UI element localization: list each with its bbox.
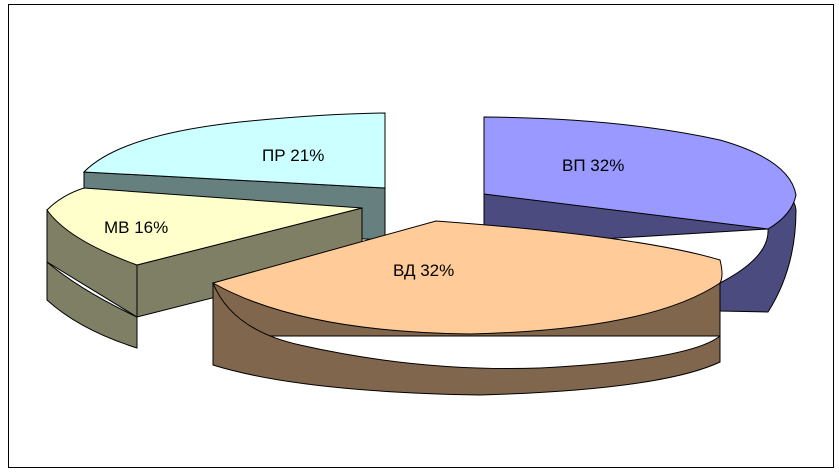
- slice-top-pr: [82, 112, 386, 189]
- pie-tops: [46, 112, 797, 335]
- slice-top-vp: [483, 116, 797, 230]
- slice-label-vp: ВП 32%: [562, 156, 624, 175]
- slice-label-pr: ПР 21%: [262, 146, 324, 165]
- pie-labels: ПР 21% МВ 16% ВП 32% ВД 32%: [104, 146, 624, 280]
- slice-top-vd: [211, 220, 723, 335]
- slice-top-mv: [46, 187, 363, 266]
- slice-rim-vd: [212, 282, 721, 396]
- slice-label-vd: ВД 32%: [393, 261, 454, 280]
- slice-label-mv: МВ 16%: [104, 218, 168, 237]
- slice-rim-mv: [46, 210, 138, 349]
